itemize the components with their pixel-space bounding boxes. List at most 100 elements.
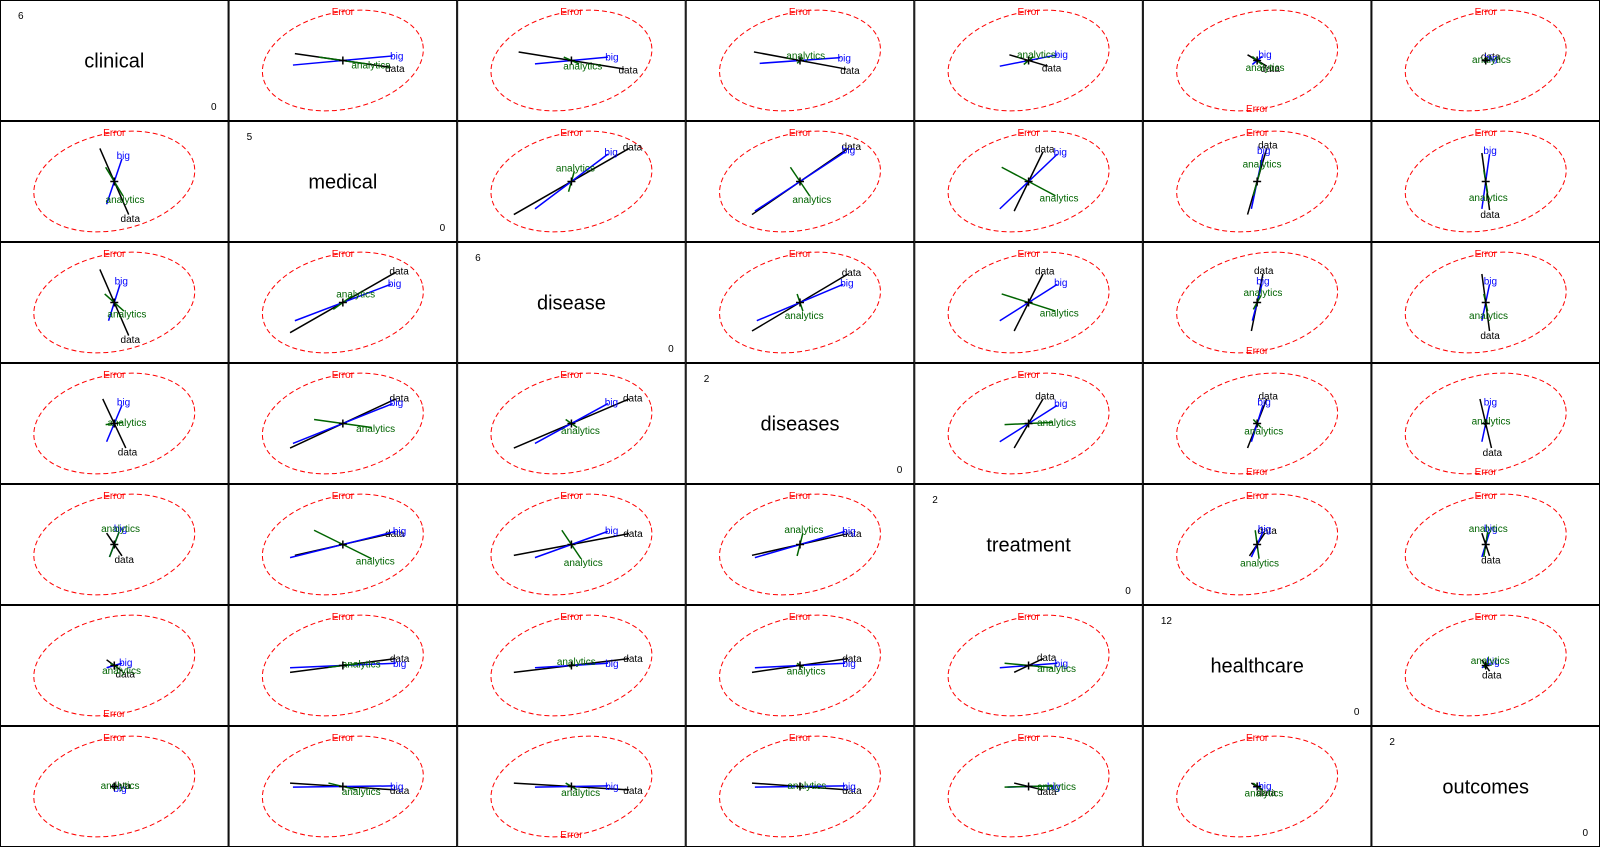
diagonal-panel: treatment 2 0 bbox=[932, 495, 1131, 597]
variable-name: diseases bbox=[761, 414, 840, 436]
panel-frame bbox=[0, 0, 229, 121]
effect-label-data: data bbox=[623, 529, 643, 540]
error-label: Error bbox=[103, 491, 126, 502]
centroid-mark bbox=[110, 782, 119, 791]
centroid-mark bbox=[796, 56, 804, 65]
error-ellipse bbox=[947, 9, 1110, 112]
centroid-mark bbox=[567, 540, 576, 549]
centroid-mark bbox=[567, 661, 576, 670]
centroid-mark bbox=[338, 661, 347, 670]
error-ellipse bbox=[261, 251, 424, 354]
error-label: Error bbox=[1246, 733, 1269, 744]
error-ellipse bbox=[33, 735, 196, 838]
error-ellipse bbox=[33, 130, 196, 233]
diagonal-panel: disease 6 0 bbox=[475, 253, 674, 355]
effect-label-big: big bbox=[842, 659, 855, 670]
effect-label-analytics: analytics bbox=[561, 788, 600, 799]
error-label: Error bbox=[332, 370, 355, 381]
variable-min: 0 bbox=[1125, 586, 1131, 597]
effect-label-analytics: analytics bbox=[787, 781, 826, 792]
variable-max: 2 bbox=[1389, 737, 1395, 748]
effect-label-big: big bbox=[838, 53, 851, 64]
effect-label-big: big bbox=[1486, 657, 1499, 668]
effect-label-data: data bbox=[623, 393, 643, 404]
panel-frame bbox=[0, 605, 229, 726]
effect-label-big: big bbox=[842, 146, 855, 157]
effect-label-big: big bbox=[388, 279, 401, 290]
effect-label-analytics: analytics bbox=[784, 525, 823, 536]
error-label: Error bbox=[789, 7, 812, 18]
effect-label-big: big bbox=[1484, 53, 1497, 64]
variable-min: 0 bbox=[211, 102, 217, 113]
effect-label-big: big bbox=[605, 782, 618, 793]
centroid-mark bbox=[1253, 177, 1262, 186]
effect-label-data: data bbox=[1480, 331, 1500, 342]
variable-min: 0 bbox=[897, 465, 903, 476]
error-ellipse bbox=[1176, 9, 1339, 112]
error-ellipse bbox=[719, 251, 881, 354]
error-label: Error bbox=[1246, 491, 1269, 502]
effect-label-data: data bbox=[1035, 144, 1055, 155]
effect-label-big: big bbox=[1055, 659, 1068, 670]
effect-label-analytics: analytics bbox=[101, 524, 140, 535]
effect-label-data: data bbox=[1037, 653, 1057, 664]
effect-label-big: big bbox=[1257, 397, 1270, 408]
centroid-mark bbox=[110, 298, 119, 307]
variable-name: medical bbox=[308, 172, 377, 194]
effect-label-data: data bbox=[842, 529, 862, 540]
effect-label-analytics: analytics bbox=[102, 666, 141, 677]
centroid-mark bbox=[796, 782, 804, 791]
effect-label-big: big bbox=[605, 398, 618, 409]
variable-max: 2 bbox=[932, 495, 938, 506]
effect-label-analytics: analytics bbox=[557, 657, 596, 668]
effect-label-big: big bbox=[1257, 146, 1270, 157]
centroid-mark bbox=[796, 177, 804, 186]
effect-label-analytics: analytics bbox=[1469, 311, 1508, 322]
effect-label-big: big bbox=[393, 659, 406, 670]
panel-frame bbox=[914, 605, 1143, 726]
centroid-mark bbox=[1024, 56, 1033, 65]
effect-label-analytics: analytics bbox=[1243, 159, 1282, 170]
panel-frame bbox=[1142, 605, 1372, 726]
effect-label-data: data bbox=[1035, 266, 1055, 277]
centroid-mark bbox=[1253, 56, 1262, 65]
error-ellipse bbox=[33, 614, 196, 717]
centroid-mark bbox=[338, 56, 347, 65]
error-ellipse bbox=[719, 130, 881, 233]
effect-label-big: big bbox=[390, 782, 403, 793]
effect-label-analytics: analytics bbox=[356, 557, 395, 568]
effect-label-analytics: analytics bbox=[564, 558, 603, 569]
centroid-mark bbox=[567, 177, 576, 186]
effect-label-analytics: analytics bbox=[556, 163, 595, 174]
effect-label-analytics: analytics bbox=[1040, 194, 1079, 205]
effect-label-data: data bbox=[390, 393, 410, 404]
error-label: Error bbox=[103, 128, 126, 139]
effect-label-data: data bbox=[121, 214, 141, 225]
error-label: Error bbox=[332, 249, 355, 260]
effect-label-analytics: analytics bbox=[1240, 559, 1279, 570]
effect-label-data: data bbox=[623, 786, 643, 797]
effect-label-data: data bbox=[1257, 788, 1277, 799]
error-label: Error bbox=[1246, 128, 1269, 139]
panel-frame bbox=[457, 242, 686, 363]
panel-frame bbox=[914, 242, 1143, 363]
effect-label-analytics: analytics bbox=[107, 310, 146, 321]
panel-frame bbox=[685, 0, 915, 121]
effect-label-analytics: analytics bbox=[787, 666, 826, 677]
effect-label-data: data bbox=[114, 555, 134, 566]
error-label: Error bbox=[1475, 491, 1498, 502]
effect-label-data: data bbox=[1480, 210, 1500, 221]
panel-frame bbox=[685, 484, 915, 605]
